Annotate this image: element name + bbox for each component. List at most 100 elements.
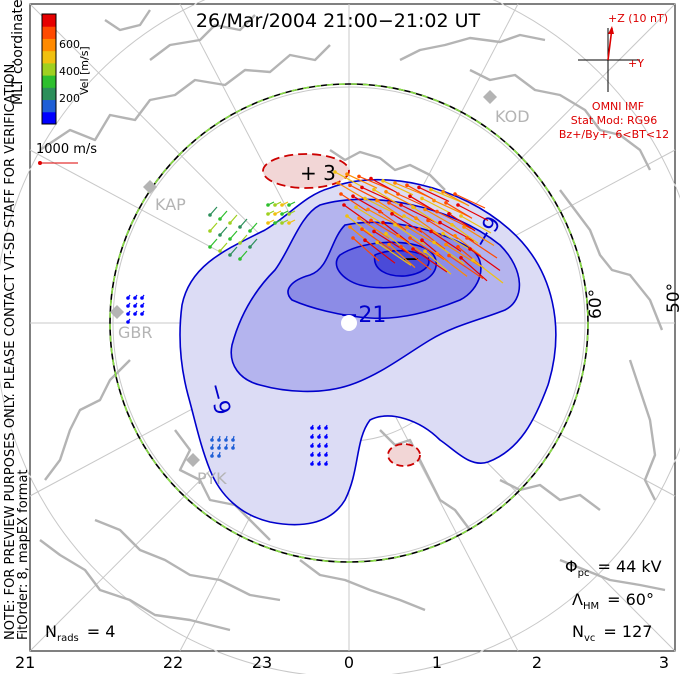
velocity-vector-origin: [372, 187, 376, 192]
velocity-vector-origin: [231, 446, 235, 450]
velocity-vector: [454, 193, 486, 209]
velocity-vector-origin: [453, 192, 457, 196]
velocity-vector: [343, 204, 371, 224]
velocity-vector: [346, 215, 374, 237]
velocity-vector-origin: [280, 221, 284, 225]
mlt-tick-23: 23: [252, 653, 272, 672]
velocity-vector: [334, 171, 362, 187]
velocity-vector: [406, 184, 434, 200]
velocity-color-scale: 600 400 200 Vel [m/s]: [41, 13, 91, 125]
velocity-vector: [397, 193, 433, 211]
velocity-vector-origin: [384, 190, 388, 194]
velocity-vector-origin: [465, 236, 469, 240]
velocity-vector: [349, 184, 381, 202]
velocity-vector: [451, 224, 479, 244]
preview-note-line1: NOTE: FOR PREVIEW PURPOSES ONLY. PLEASE …: [3, 60, 18, 640]
reference-vector-label: 1000 m/s: [36, 142, 97, 157]
velocity-vector-origin: [420, 238, 424, 242]
velocity-vector: [400, 246, 432, 271]
velocity-vector-origin: [287, 203, 291, 207]
velocity-vector-origin: [453, 234, 457, 238]
velocity-vector: [472, 259, 504, 284]
color-scale-label: Vel [m/s]: [78, 46, 91, 95]
velocity-vector-origin: [405, 183, 409, 187]
velocity-vector-origin: [456, 203, 460, 207]
velocity-vector: [427, 219, 459, 240]
velocity-vector: [436, 211, 472, 230]
color-bar-band: [42, 111, 56, 125]
latitude-label-50: 50°: [664, 283, 680, 313]
velocity-vector-origin: [324, 426, 328, 430]
mlt-tick-0: 0: [344, 653, 354, 672]
color-bar-band: [42, 38, 56, 52]
velocity-vector-origin: [399, 203, 403, 207]
velocity-vector-origin: [228, 221, 232, 225]
velocity-vector: [394, 224, 426, 246]
velocity-vector-origin: [447, 212, 451, 216]
velocity-vector-origin: [248, 229, 252, 233]
velocity-vector: [400, 204, 436, 223]
velocity-vector: [373, 230, 409, 254]
latitude-labels: 60° 50°: [586, 283, 680, 319]
velocity-vector-origin: [399, 245, 403, 249]
velocity-vector-origin: [348, 225, 352, 229]
velocity-vector-origin: [339, 192, 343, 196]
velocity-vector-origin: [218, 217, 222, 221]
velocity-vector-origin: [384, 231, 388, 236]
velocity-vector-origin: [369, 176, 373, 181]
velocity-vector-origin: [390, 212, 394, 216]
velocity-vector-origin: [417, 227, 421, 231]
preview-note: NOTE: FOR PREVIEW PURPOSES ONLY. PLEASE …: [3, 60, 31, 640]
velocity-vector-origin: [345, 172, 349, 176]
color-bar-band: [42, 87, 56, 101]
velocity-vector: [448, 213, 476, 232]
imf-vector-arrowhead: [608, 26, 614, 34]
velocity-vectors: [126, 170, 504, 466]
coastlines: [39, 9, 666, 632]
positive-potential-cells: [262, 153, 421, 467]
velocity-vector-origin: [208, 229, 212, 233]
imf-source: OMNI IMF: [592, 100, 644, 113]
velocity-vector-origin: [317, 453, 321, 457]
velocity-vector-origin: [248, 245, 252, 249]
velocity-vector: [463, 226, 495, 247]
velocity-vector-origin: [429, 229, 433, 234]
velocity-vector-origin: [336, 181, 340, 185]
velocity-vector: [448, 255, 484, 280]
velocity-vector-origin: [432, 240, 436, 245]
velocity-vector-origin: [375, 240, 379, 245]
velocity-vector-origin: [317, 426, 321, 430]
negative-potential-cell: [179, 178, 557, 526]
velocity-vector: [415, 217, 443, 238]
velocity-vector-origin: [462, 225, 466, 229]
velocity-vector-origin: [357, 216, 361, 220]
velocity-vector-origin: [408, 236, 412, 240]
mlt-tick-2: 2: [532, 653, 542, 672]
velocity-vector-origin: [444, 242, 448, 247]
velocity-vector-origin: [266, 221, 270, 225]
color-scale-tick-400: 400: [59, 65, 80, 78]
velocity-vector-origin: [280, 203, 284, 207]
velocity-vector-origin: [441, 190, 445, 194]
mlt-tick-22: 22: [163, 653, 183, 672]
velocity-vector-origin: [357, 174, 361, 179]
mlt-tick-21: 21: [15, 653, 35, 672]
velocity-vector-origin: [238, 257, 242, 261]
velocity-vector: [433, 241, 465, 265]
reference-vector-origin: [38, 161, 42, 165]
velocity-vector: [421, 197, 453, 215]
velocity-vector: [469, 248, 501, 271]
velocity-vector-origin: [133, 312, 137, 316]
velocity-vector-origin: [224, 438, 228, 442]
map-title: 26/Mar/2004 21:00−21:02 UT: [196, 10, 481, 32]
radar-label-kod: KOD: [495, 107, 530, 126]
velocity-vector-origin: [447, 253, 451, 258]
radar-marker-kod: [483, 90, 497, 104]
mlt-tick-3: 3: [659, 653, 669, 672]
velocity-vector-origin: [435, 209, 439, 214]
velocity-vector-origin: [393, 223, 397, 227]
imf-stat-mod: Stat Mod: RG96: [571, 114, 657, 127]
velocity-vector: [382, 222, 410, 244]
velocity-vector-origin: [273, 203, 277, 207]
